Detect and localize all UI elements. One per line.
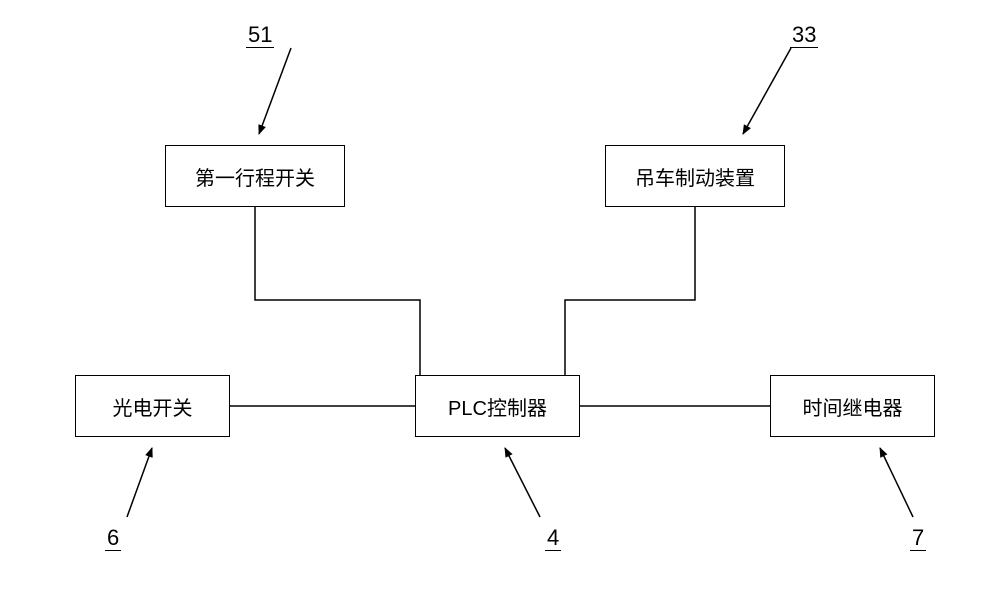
callout-label-4: 4 — [545, 525, 561, 551]
node-crane-brake-device: 吊车制动装置 — [605, 145, 785, 207]
connector-n33-to-n4 — [565, 207, 695, 375]
label-text: 6 — [105, 525, 121, 551]
callout-label-7: 7 — [910, 525, 926, 551]
node-label: 吊车制动装置 — [635, 162, 755, 191]
arrow-7 — [880, 448, 913, 517]
node-label: 时间继电器 — [803, 392, 903, 421]
node-photoelectric-switch: 光电开关 — [75, 375, 230, 437]
arrow-6 — [127, 448, 152, 517]
arrow-33 — [743, 48, 791, 134]
callout-label-6: 6 — [105, 525, 121, 551]
label-text: 4 — [545, 525, 561, 551]
node-label: 第一行程开关 — [195, 162, 315, 191]
node-first-travel-switch: 第一行程开关 — [165, 145, 345, 207]
node-label: 光电开关 — [113, 392, 193, 421]
label-text: 33 — [790, 22, 818, 48]
label-text: 51 — [246, 22, 274, 48]
diagram-connectors — [0, 0, 1000, 596]
node-plc-controller: PLC控制器 — [415, 375, 580, 437]
arrow-4 — [505, 448, 540, 517]
callout-label-33: 33 — [790, 22, 818, 48]
arrow-51 — [259, 48, 291, 134]
connector-n51-to-n4 — [255, 207, 420, 375]
label-text: 7 — [910, 525, 926, 551]
node-label: PLC控制器 — [448, 392, 547, 421]
callout-label-51: 51 — [246, 22, 274, 48]
node-time-relay: 时间继电器 — [770, 375, 935, 437]
